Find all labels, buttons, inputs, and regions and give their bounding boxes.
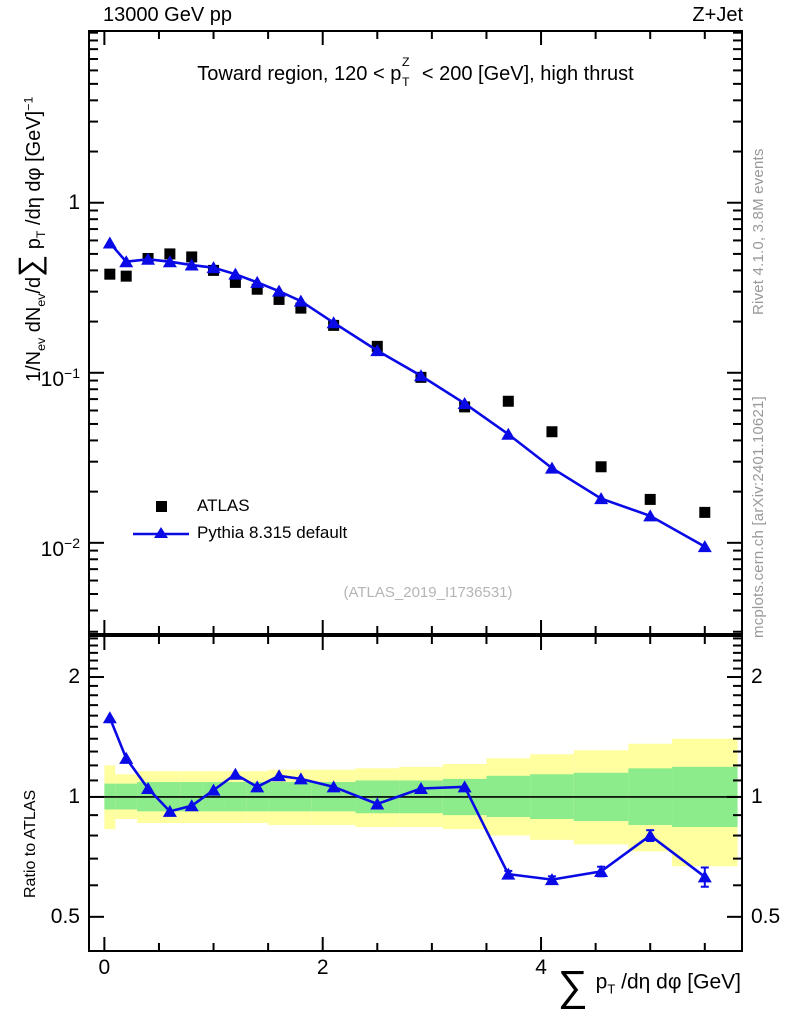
beam-energy-label: 13000 GeV pp — [103, 4, 232, 26]
rivet-version-note: Rivet 4.1.0, 3.8M events — [750, 148, 767, 315]
process-label: Z+Jet — [692, 4, 743, 26]
y-tick-label-ratio-right: 0.5 — [751, 904, 781, 928]
y-axis-ticks — [90, 637, 741, 918]
x-axis-title: ∑ pT /dη dφ [GeV] — [557, 962, 741, 1009]
x-axis-ticks — [103, 32, 706, 633]
y-tick-label-ratio-right: 2 — [751, 665, 763, 689]
analysis-id-watermark: (ATLAS_2019_I1736531) — [343, 584, 513, 601]
y-tick-label-ratio-left: 2 — [68, 665, 80, 689]
legend-label: Pythia 8.315 default — [197, 522, 348, 542]
y-axis-title-main: 1/Nev dNev/d∑ pT /dη dφ [GeV]−1 — [12, 96, 48, 382]
legend-item-atlas: ATLAS — [133, 492, 347, 519]
x-axis-ticks — [103, 637, 706, 950]
atlas-data-points — [104, 248, 711, 518]
x-tick-label: 0 — [98, 956, 111, 979]
main-plot-canvas — [88, 30, 743, 635]
ratio-markers — [102, 711, 712, 886]
pythia-markers — [102, 236, 712, 553]
mcplots-credit-note: mcplots.cern.ch [arXiv:2401.10621] — [750, 396, 767, 638]
x-tick-label: 4 — [535, 956, 547, 979]
y-tick-label-main: 10−2 — [40, 534, 80, 561]
y-tick-label-main: 1 — [68, 190, 80, 214]
y-tick-label-main: 10−1 — [40, 364, 80, 391]
y-axis-ticks — [90, 31, 741, 633]
y-tick-label-ratio-left: 1 — [68, 784, 80, 808]
atlas-square-icon — [133, 499, 189, 513]
legend-item-pythia: Pythia 8.315 default — [133, 519, 347, 546]
y-tick-label-ratio-left: 0.5 — [50, 904, 80, 928]
y-tick-label-ratio-right: 1 — [751, 784, 763, 808]
pythia-triangle-line-icon — [133, 525, 189, 541]
ratio-plot-canvas — [88, 635, 743, 952]
legend: ATLAS Pythia 8.315 default — [133, 492, 347, 546]
legend-label: ATLAS — [197, 495, 250, 515]
x-tick-label: 2 — [316, 956, 329, 979]
